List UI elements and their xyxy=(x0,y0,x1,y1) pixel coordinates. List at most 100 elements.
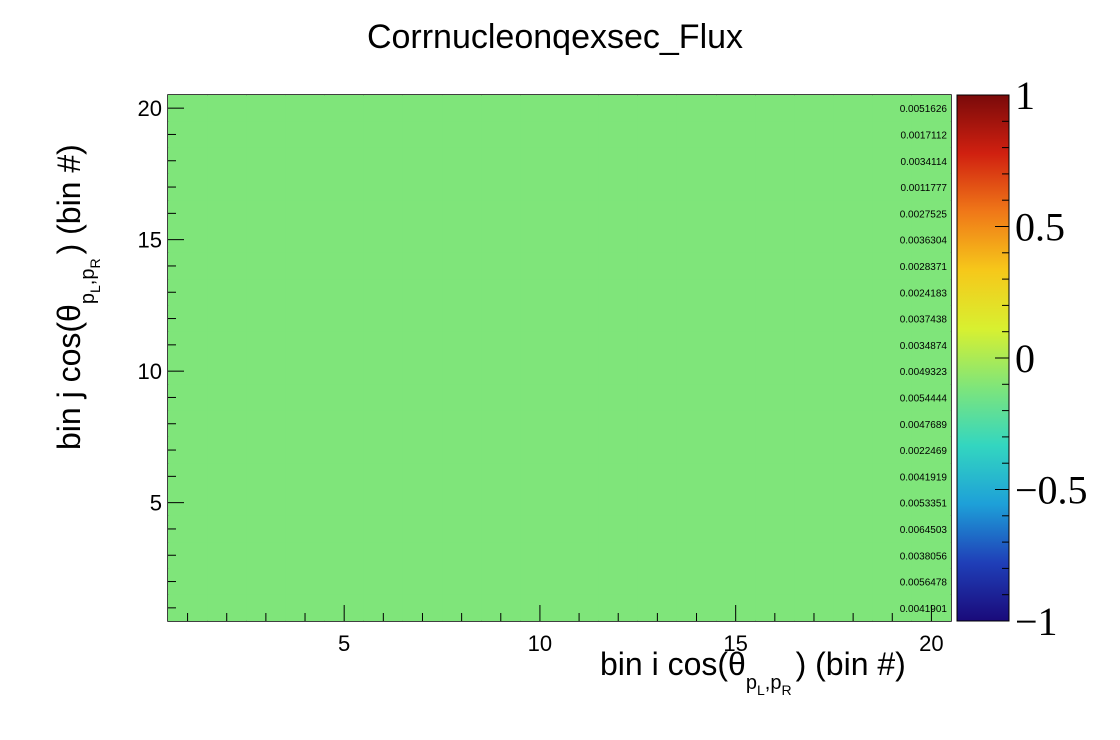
heatmap-cell xyxy=(794,173,834,201)
heatmap-cell xyxy=(402,331,443,358)
heatmap-cell xyxy=(285,252,325,280)
heatmap-cell xyxy=(207,358,247,385)
heatmap-cell xyxy=(207,463,247,490)
heatmap-cell xyxy=(637,489,677,516)
heatmap-cell xyxy=(363,252,403,280)
heatmap-cell xyxy=(246,358,286,385)
heatmap-cell xyxy=(872,542,912,569)
heatmap-cell xyxy=(363,95,403,122)
heatmap-cell xyxy=(716,173,756,201)
heatmap-cell xyxy=(637,568,677,595)
heatmap-cell xyxy=(755,173,795,201)
heatmap-cell xyxy=(285,384,325,411)
cell-value-label: 0.0027525 xyxy=(900,209,948,220)
color-scale-ticks: 1 0.5 0 −0.5 −1 xyxy=(995,73,1088,644)
heatmap-cell xyxy=(755,568,795,595)
heatmap-cell xyxy=(481,515,521,543)
color-scale-bar xyxy=(956,94,1010,622)
heatmap-cell xyxy=(363,384,403,411)
heatmap-cell xyxy=(559,568,599,595)
heatmap-cell xyxy=(207,305,247,332)
heatmap-cell xyxy=(402,384,443,411)
heatmap-cell xyxy=(481,542,521,569)
heatmap-cell xyxy=(285,568,325,595)
heatmap-cell xyxy=(246,252,286,280)
color-scale-tick-label: −1 xyxy=(1015,599,1058,644)
heatmap-cell xyxy=(676,542,717,569)
heatmap-cell xyxy=(207,568,247,595)
heatmap-cell xyxy=(285,358,325,385)
heatmap-cell xyxy=(833,542,873,569)
heatmap-cell xyxy=(794,568,834,595)
heatmap-cell xyxy=(442,279,482,306)
heatmap-cell xyxy=(207,121,247,148)
heatmap-cell xyxy=(911,489,951,516)
heatmap-cell xyxy=(481,410,521,437)
heatmap-cell xyxy=(833,463,873,490)
heatmap-cell xyxy=(324,436,364,464)
heatmap-cell xyxy=(716,200,756,227)
heatmap-cell xyxy=(676,358,717,385)
heatmap-cell xyxy=(363,147,403,174)
axis-ticks: 5 10 15 20 5 10 15 20 xyxy=(138,96,944,656)
heatmap-cell xyxy=(716,436,756,464)
heatmap-cell xyxy=(402,410,443,437)
heatmap-cell xyxy=(363,410,403,437)
heatmap-cell xyxy=(833,279,873,306)
heatmap-cell xyxy=(755,489,795,516)
heatmap-cell xyxy=(637,252,677,280)
heatmap-cell xyxy=(794,436,834,464)
heatmap-cell xyxy=(363,489,403,516)
heatmap-cell xyxy=(598,95,638,122)
heatmap-cell xyxy=(911,410,951,437)
heatmap-cell xyxy=(872,147,912,174)
title-box xyxy=(315,8,805,64)
heatmap-cell xyxy=(285,542,325,569)
heatmap-cell xyxy=(794,489,834,516)
color-scale-tick-label: 1 xyxy=(1015,73,1035,118)
heatmap-cell xyxy=(598,279,638,306)
heatmap-cell xyxy=(872,173,912,201)
heatmap-cell xyxy=(285,173,325,201)
heatmap-cell xyxy=(637,226,677,253)
heatmap-cell xyxy=(520,358,560,385)
heatmap-cell xyxy=(246,515,286,543)
heatmap-cell xyxy=(285,489,325,516)
heatmap-cell xyxy=(246,489,286,516)
heatmap-cell xyxy=(872,121,912,148)
heatmap-cell xyxy=(637,463,677,490)
color-scale-tick-label: 0.5 xyxy=(1015,205,1065,250)
heatmap-cell xyxy=(911,121,951,148)
svg-text:bin j cos(θpL,pR) (bin #): bin j cos(θpL,pR) (bin #) xyxy=(51,144,103,450)
heatmap-cell xyxy=(755,331,795,358)
heatmap-cell xyxy=(559,147,599,174)
cell-value-label: 0.0024183 xyxy=(900,288,948,299)
cell-value-label: 0.0054444 xyxy=(900,393,948,404)
heatmap-cell xyxy=(442,121,482,148)
heatmap-cell xyxy=(246,200,286,227)
heatmap-cell xyxy=(833,358,873,385)
heatmap-cell xyxy=(559,226,599,253)
heatmap-cell xyxy=(598,489,638,516)
heatmap-cell xyxy=(637,279,677,306)
cell-value-label: 0.0041901 xyxy=(900,604,948,615)
heatmap-cell xyxy=(520,95,560,122)
heatmap-cell xyxy=(520,515,560,543)
heatmap-cell xyxy=(872,568,912,595)
heatmap-cell xyxy=(872,252,912,280)
heatmap-cell xyxy=(246,384,286,411)
heatmap-cell xyxy=(207,515,247,543)
heatmap-cell xyxy=(481,489,521,516)
heatmap-cell xyxy=(872,200,912,227)
heatmap-cell xyxy=(794,305,834,332)
heatmap-cell xyxy=(324,463,364,490)
cell-value-label: 0.0036304 xyxy=(900,236,948,247)
heatmap-cell xyxy=(402,147,443,174)
heatmap-cell xyxy=(716,515,756,543)
heatmap-cell xyxy=(207,436,247,464)
heatmap-cell xyxy=(676,279,717,306)
heatmap-cell xyxy=(481,226,521,253)
cell-value-labels: 0.0051626 0.0017112 0.0034114 0.0011777 0.00… xyxy=(900,104,948,615)
heatmap-cell xyxy=(481,358,521,385)
heatmap-cell xyxy=(716,121,756,148)
